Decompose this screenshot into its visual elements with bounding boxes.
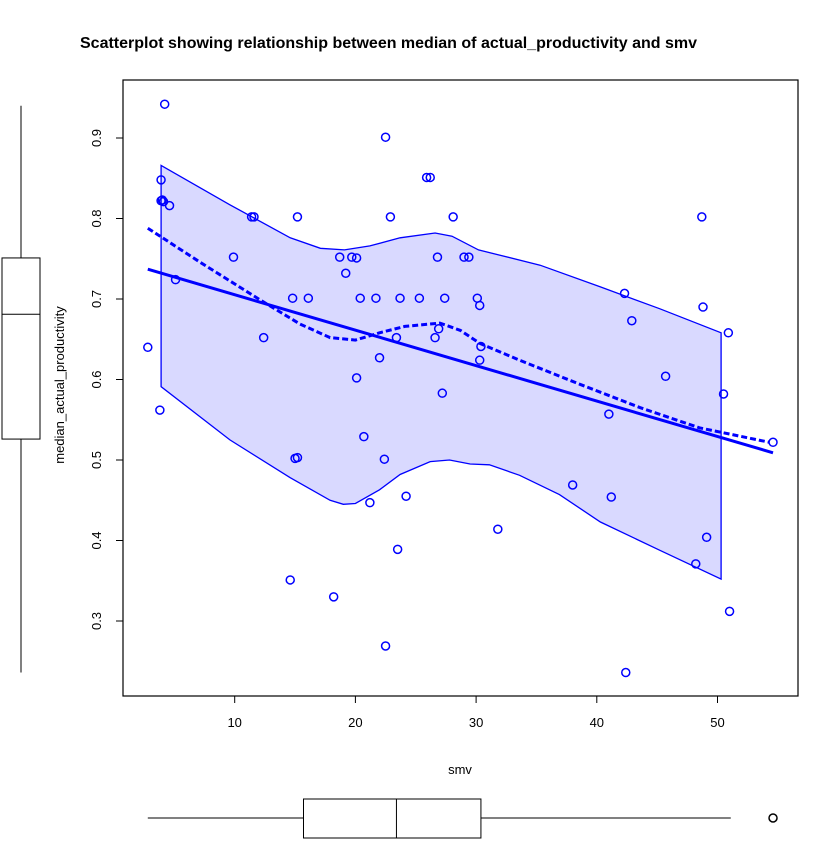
data-point bbox=[476, 341, 486, 352]
data-point bbox=[351, 373, 362, 383]
data-point bbox=[606, 492, 617, 502]
data-point bbox=[365, 497, 375, 508]
data-point bbox=[425, 172, 435, 183]
smooth-line bbox=[146, 226, 770, 444]
plot-area bbox=[143, 99, 778, 678]
data-point bbox=[249, 212, 259, 222]
data-point bbox=[292, 212, 303, 222]
x-box bbox=[302, 798, 482, 839]
data-point bbox=[392, 544, 403, 555]
data-point bbox=[157, 195, 168, 205]
x-tick-label: 20 bbox=[348, 715, 362, 730]
data-point bbox=[448, 212, 458, 222]
data-point bbox=[701, 532, 712, 543]
data-point bbox=[474, 300, 485, 311]
x-tick-label: 50 bbox=[710, 715, 724, 730]
data-point bbox=[698, 302, 708, 312]
x-boxplot bbox=[147, 798, 778, 839]
data-point bbox=[156, 175, 166, 185]
data-point bbox=[433, 324, 444, 334]
data-point bbox=[567, 480, 578, 490]
data-point bbox=[391, 332, 402, 343]
data-point bbox=[170, 274, 181, 285]
data-point bbox=[724, 606, 735, 617]
data-point bbox=[627, 315, 637, 326]
data-point bbox=[303, 293, 314, 303]
data-point bbox=[414, 293, 425, 303]
data-point bbox=[258, 332, 269, 343]
data-point bbox=[143, 342, 153, 353]
data-point bbox=[604, 409, 614, 419]
data-point bbox=[459, 252, 469, 262]
data-point bbox=[768, 437, 778, 448]
data-point bbox=[723, 328, 734, 338]
data-point bbox=[660, 371, 671, 382]
confidence-band bbox=[160, 164, 722, 581]
data-point bbox=[691, 559, 701, 569]
data-point bbox=[287, 293, 298, 303]
data-point bbox=[328, 592, 339, 602]
y-tick-label: 0.5 bbox=[89, 451, 104, 469]
data-point bbox=[432, 252, 443, 262]
regression-line bbox=[147, 267, 774, 455]
data-point bbox=[385, 212, 396, 222]
y-tick-label: 0.6 bbox=[89, 370, 104, 388]
x-tick-label: 10 bbox=[227, 715, 241, 730]
data-point bbox=[155, 405, 165, 415]
data-point bbox=[228, 252, 239, 262]
y-tick-label: 0.7 bbox=[89, 290, 104, 308]
chart-title: Scatterplot showing relationship between… bbox=[80, 35, 697, 52]
data-point bbox=[474, 355, 485, 365]
data-point bbox=[464, 252, 474, 262]
data-point bbox=[159, 99, 170, 109]
data-point bbox=[359, 431, 369, 442]
x-tick-label: 30 bbox=[469, 715, 483, 730]
data-point bbox=[401, 491, 411, 501]
y-tick-label: 0.3 bbox=[89, 612, 104, 630]
data-point bbox=[380, 641, 391, 651]
data-point bbox=[379, 454, 390, 464]
data-point bbox=[347, 252, 357, 262]
data-point bbox=[437, 388, 448, 398]
y-axis: 0.3 0.4 0.5 0.6 0.7 0.8 0.9 bbox=[89, 129, 124, 630]
data-point bbox=[292, 452, 303, 463]
data-point bbox=[619, 288, 630, 299]
data-point bbox=[439, 293, 450, 303]
y-tick-label: 0.9 bbox=[89, 129, 104, 147]
data-point bbox=[380, 132, 391, 142]
data-point bbox=[164, 200, 175, 211]
data-point bbox=[621, 667, 631, 678]
data-point bbox=[351, 253, 362, 263]
data-point bbox=[340, 268, 351, 278]
data-point bbox=[395, 293, 405, 303]
data-point bbox=[430, 332, 440, 343]
data-point bbox=[334, 252, 345, 262]
y-boxplot bbox=[1, 105, 41, 673]
data-point bbox=[355, 293, 365, 303]
data-point bbox=[371, 293, 381, 303]
y-tick-label: 0.8 bbox=[89, 209, 104, 227]
y-box bbox=[1, 257, 41, 440]
data-point bbox=[374, 353, 385, 363]
x-axis-label: smv bbox=[448, 762, 472, 777]
data-point bbox=[718, 389, 729, 399]
x-box-outlier bbox=[768, 813, 778, 823]
data-point bbox=[493, 524, 503, 534]
x-axis: 10 20 30 40 50 bbox=[227, 695, 725, 730]
data-point bbox=[697, 212, 707, 222]
x-tick-label: 40 bbox=[590, 715, 604, 730]
y-axis-label: median_actual_productivity bbox=[52, 306, 67, 464]
data-point bbox=[285, 575, 295, 585]
data-point bbox=[421, 172, 432, 183]
y-tick-label: 0.4 bbox=[89, 531, 104, 549]
